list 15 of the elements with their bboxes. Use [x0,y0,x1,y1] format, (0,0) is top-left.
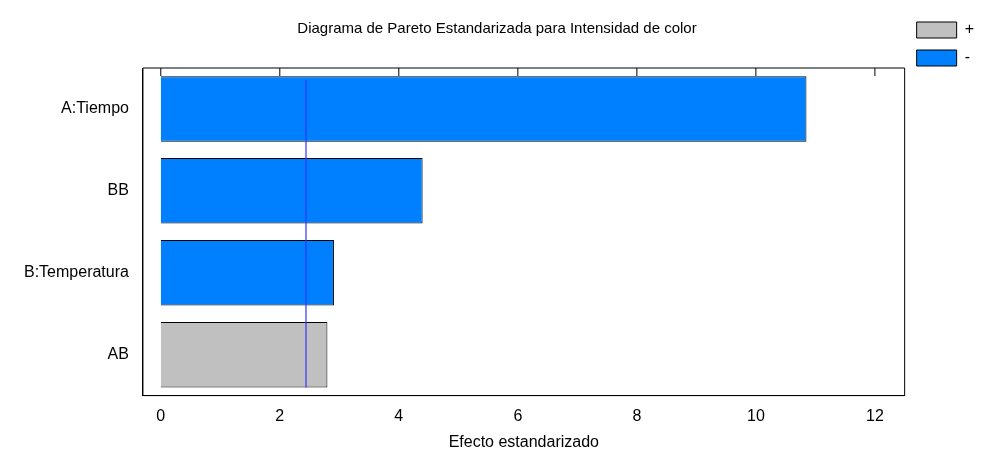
x-tick-label: 8 [632,406,642,424]
y-tick-label: B:Temperatura [24,263,130,281]
x-tick-label: 12 [866,406,884,424]
x-tick-label: 0 [156,406,166,424]
y-tick-label: A:Tiempo [61,99,130,117]
x-tick-label: 6 [513,406,523,424]
legend-label: - [964,48,970,66]
x-tick-label: 2 [275,406,285,424]
y-tick-label: AB [107,345,129,363]
y-tick-label: BB [107,181,129,199]
chart-title: Diagrama de Pareto Estandarizada para Intensidad de color [297,19,697,37]
x-tick-label: 4 [394,406,404,424]
legend-label: + [964,20,974,38]
x-axis-title: Efecto estandarizado [448,432,600,450]
x-tick-label: 10 [746,406,765,424]
